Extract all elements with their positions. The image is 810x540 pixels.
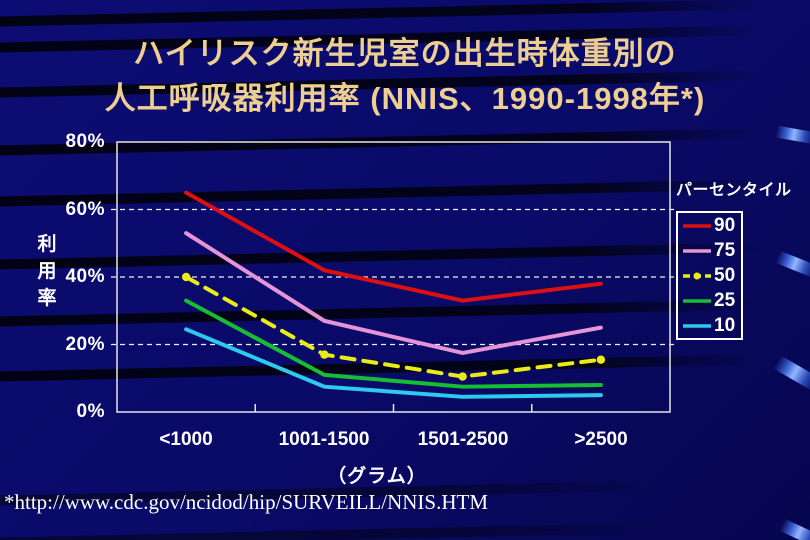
legend-line-sample	[683, 272, 711, 279]
legend-title: パーセンタイル	[676, 182, 792, 199]
series-marker-50	[181, 272, 191, 282]
y-tick-label: 20%	[65, 333, 105, 355]
x-tick-label: 1501-2500	[417, 429, 509, 450]
legend-marker-50	[693, 272, 701, 279]
footnote-url: *http://www.cdc.gov/ncidod/hip/SURVEILL/…	[4, 490, 489, 514]
gridlines	[111, 208, 676, 346]
slide-title-line2: 人工呼吸器利用率 (NNIS、1990-1998年*)	[104, 81, 706, 116]
series-line-50	[184, 275, 603, 379]
legend-item: 50	[678, 264, 741, 288]
series-line-10	[184, 327, 603, 399]
y-tick-label: 60%	[65, 198, 105, 220]
legend-label: 25	[714, 290, 736, 311]
y-tick-label: 80%	[65, 131, 105, 152]
legend-label: 90	[714, 215, 736, 236]
x-tick-label: >2500	[574, 429, 628, 450]
series-line-75	[184, 231, 603, 355]
legend-line-sample	[683, 223, 711, 228]
x-tick-label: 1001-1500	[278, 429, 370, 450]
x-tick-label: <1000	[159, 429, 213, 450]
x-axis-title: （グラム）	[327, 466, 427, 487]
x-axis-ticks	[254, 404, 533, 412]
y-tick-label: 40%	[65, 266, 105, 287]
data-series	[181, 190, 606, 399]
y-tick-label: 0%	[76, 401, 105, 422]
legend-item: 10	[678, 314, 741, 338]
legend-label: 10	[714, 315, 736, 336]
legend-item: 25	[678, 289, 741, 313]
y-axis-title: 利用率	[37, 234, 57, 309]
legend-item: 90	[678, 214, 741, 238]
slide-title-line1: ハイリスク新生児室の出生時体重別の	[133, 36, 677, 71]
legend-line-sample	[683, 298, 711, 303]
legend-box: 90 75 50 25 10	[676, 211, 743, 340]
legend-label: 50	[714, 265, 736, 286]
series-marker-50	[596, 355, 606, 364]
legend-line-sample	[683, 248, 711, 253]
series-marker-50	[320, 350, 329, 359]
legend-item: 75	[678, 239, 741, 263]
series-line-25	[184, 298, 603, 389]
series-line-90	[184, 190, 603, 303]
legend-label: 75	[714, 240, 736, 261]
legend-line-sample	[683, 323, 711, 328]
series-marker-50	[458, 372, 467, 381]
